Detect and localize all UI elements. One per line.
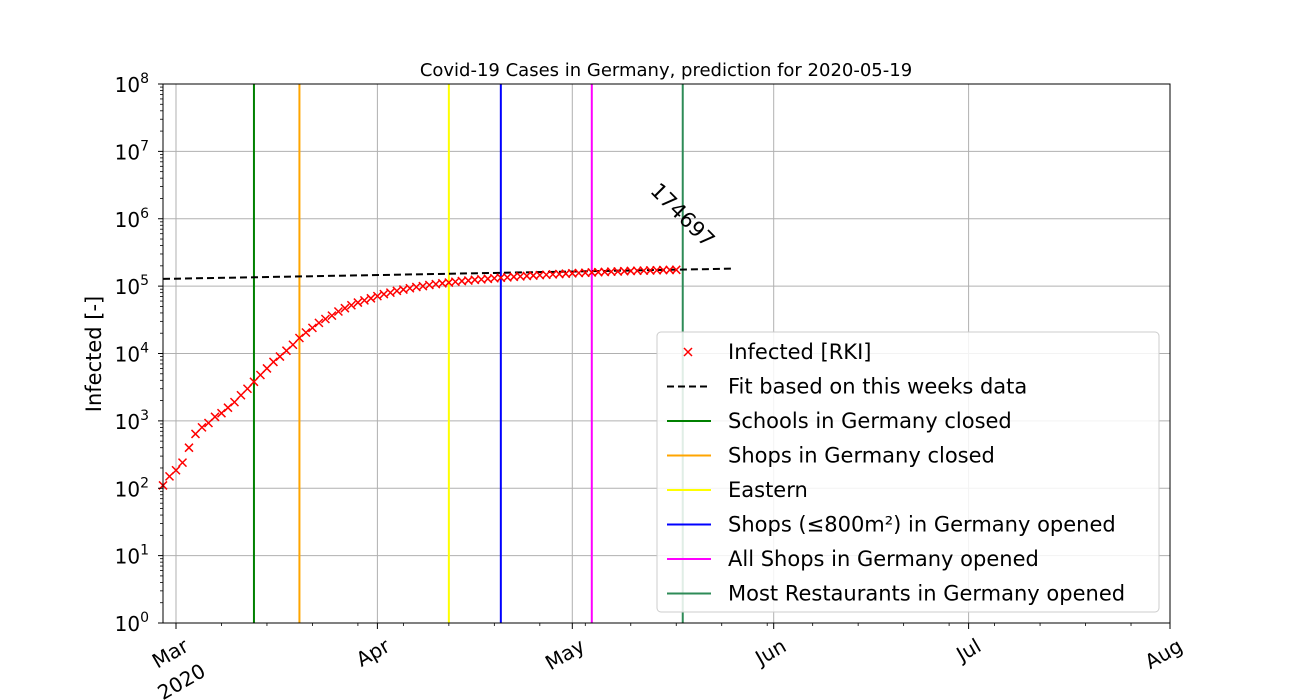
- y-tick-label: 104: [115, 341, 149, 367]
- y-tick-exponent: 4: [140, 341, 149, 357]
- legend-label: Fit based on this weeks data: [728, 375, 1027, 399]
- y-tick-label: 107: [115, 138, 149, 164]
- y-tick-base: 10: [115, 477, 140, 501]
- x-tick-label: Jun: [749, 634, 790, 671]
- legend-label: Shops (≤800m²) in Germany opened: [728, 513, 1116, 537]
- data-point: [359, 295, 369, 305]
- data-point: [671, 265, 681, 275]
- legend-label: Schools in Germany closed: [728, 409, 1012, 433]
- y-tick-base: 10: [115, 612, 140, 636]
- legend-label: Shops in Germany closed: [728, 444, 995, 468]
- data-point: [372, 291, 382, 301]
- y-tick-exponent: 7: [140, 138, 149, 154]
- data-point: [197, 422, 207, 432]
- y-tick-label: 108: [115, 71, 149, 97]
- data-point: [346, 300, 356, 310]
- y-tick-label: 105: [115, 273, 149, 299]
- data-point: [184, 443, 194, 453]
- y-tick-base: 10: [115, 275, 140, 299]
- data-point: [340, 303, 350, 313]
- legend-marker: [683, 347, 693, 357]
- data-point: [177, 458, 188, 468]
- y-tick-base: 10: [115, 140, 140, 164]
- data-point: [320, 314, 330, 324]
- y-tick-label: 101: [115, 543, 149, 569]
- data-point: [327, 311, 337, 321]
- data-point: [210, 412, 220, 422]
- chart-title: Covid-19 Cases in Germany, prediction fo…: [420, 60, 912, 81]
- y-tick-exponent: 8: [140, 71, 149, 87]
- y-tick-exponent: 2: [140, 475, 149, 491]
- y-tick-exponent: 3: [140, 408, 149, 424]
- y-tick-base: 10: [115, 73, 140, 97]
- x-tick-label: Apr: [352, 633, 395, 671]
- legend: Infected [RKI] Fit based on this weeks da…: [656, 331, 1160, 613]
- data-point: [268, 357, 278, 367]
- data-point: [333, 306, 343, 317]
- y-tick-base: 10: [115, 545, 140, 569]
- y-tick-exponent: 5: [140, 273, 149, 289]
- y-tick-label: 103: [115, 408, 149, 434]
- data-point: [171, 465, 181, 475]
- legend-box: [656, 331, 1160, 613]
- legend-label: Infected [RKI]: [728, 340, 871, 364]
- y-tick-base: 10: [115, 410, 140, 434]
- data-point: [307, 323, 317, 333]
- y-tick-exponent: 1: [140, 543, 149, 559]
- y-tick-label: 100: [115, 610, 149, 636]
- y-axis-label: Infected [-]: [82, 296, 106, 412]
- fit-line: [162, 267, 735, 280]
- y-tick-base: 10: [115, 208, 140, 232]
- x-tick-label: May: [541, 633, 589, 675]
- x-tick-label: Jul: [950, 634, 985, 668]
- data-point: [366, 293, 376, 303]
- legend-label: Eastern: [728, 478, 808, 502]
- y-tick-base: 10: [115, 343, 140, 367]
- data-point: [242, 384, 252, 394]
- x-tick-label: Aug: [1141, 634, 1187, 674]
- data-point: [314, 318, 324, 328]
- data-point: [301, 327, 311, 338]
- y-tick-exponent: 6: [140, 206, 149, 222]
- y-tick-label: 106: [115, 206, 149, 232]
- legend-label: Most Restaurants in Germany opened: [728, 582, 1125, 606]
- data-point: [385, 288, 395, 298]
- y-tick-label: 102: [115, 475, 149, 501]
- y-tick-exponent: 0: [140, 610, 149, 626]
- legend-label: All Shops in Germany opened: [728, 547, 1039, 571]
- data-point: [353, 298, 363, 308]
